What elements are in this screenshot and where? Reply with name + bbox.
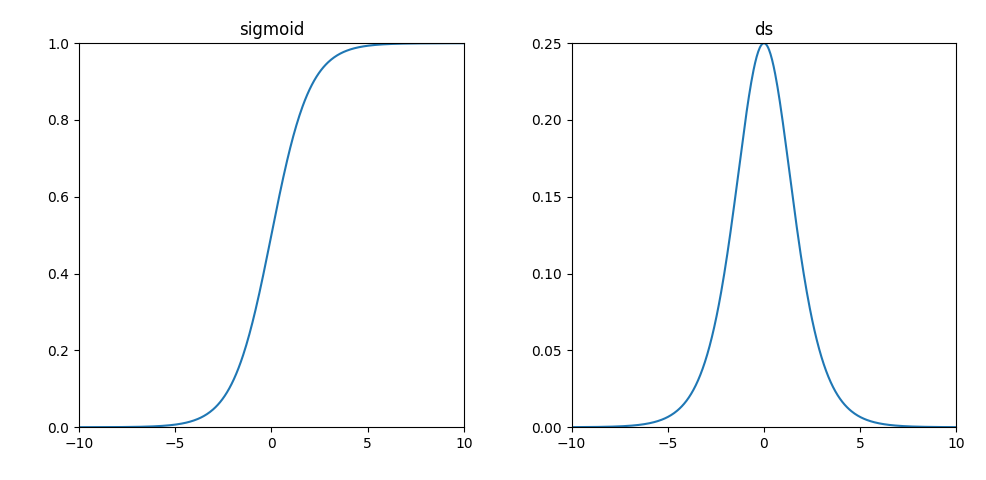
Title: sigmoid: sigmoid: [239, 21, 304, 39]
Title: ds: ds: [754, 21, 774, 39]
